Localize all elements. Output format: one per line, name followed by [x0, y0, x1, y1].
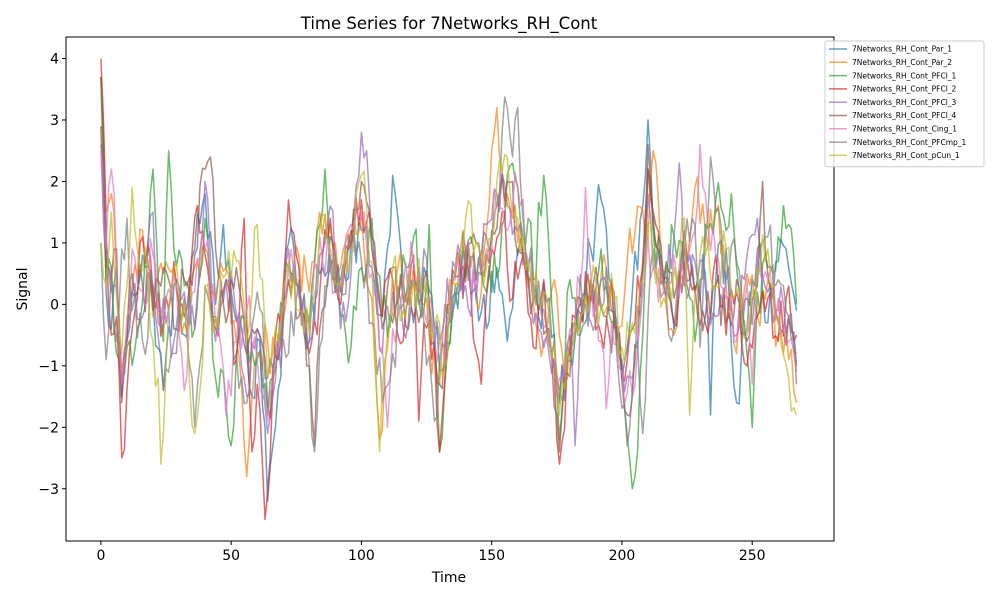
y-tick-label: 1: [50, 236, 59, 252]
x-tick-label: 250: [739, 548, 766, 564]
series-line-3: [100, 76, 798, 490]
legend-entry-label: 7Networks_RH_Cont_PFCl_4: [852, 111, 957, 120]
y-tick-label: 2: [50, 174, 59, 190]
x-tick-label: 100: [348, 548, 375, 564]
series-line-5: [100, 131, 797, 447]
x-axis: 0 50 100 150 200 250: [96, 541, 766, 564]
y-axis-label: Signal: [15, 267, 31, 310]
x-axis-label: Time: [431, 570, 466, 586]
legend-entry-label: 7Networks_RH_Cont_PFCmp_1: [852, 138, 967, 147]
plot-frame: [65, 36, 835, 542]
x-tick-label: 50: [222, 548, 240, 564]
y-tick-label: −3: [38, 482, 59, 498]
y-tick-label: −1: [38, 359, 59, 375]
x-tick-label: 150: [478, 548, 505, 564]
legend-entry-label: 7Networks_RH_Cont_Par_2: [852, 58, 952, 67]
chart-title: Time Series for 7Networks_RH_Cont: [300, 14, 598, 34]
legend-box: [824, 40, 985, 168]
legend-entry-label: 7Networks_RH_Cont_pCun_1: [852, 151, 960, 160]
legend[interactable]: 7Networks_RH_Cont_Par_1 7Networks_RH_Cont…: [824, 40, 985, 168]
y-tick-label: 3: [50, 113, 59, 129]
y-axis: −3 −2 −1 0 1 2 3 4: [38, 52, 66, 498]
y-tick-label: 0: [50, 297, 59, 313]
y-tick-label: −2: [38, 420, 59, 436]
x-tick-label: 0: [96, 548, 105, 564]
x-tick-label: 200: [609, 548, 636, 564]
legend-entry-label: 7Networks_RH_Cont_Cing_1: [852, 125, 957, 134]
legend-entry-label: 7Networks_RH_Cont_PFCl_1: [852, 71, 957, 80]
series-line-9: [100, 153, 798, 465]
legend-entry-label: 7Networks_RH_Cont_Par_1: [852, 45, 952, 54]
plot-area: [100, 58, 798, 521]
legend-entry-label: 7Networks_RH_Cont_PFCl_3: [852, 98, 957, 107]
legend-entry-label: 7Networks_RH_Cont_PFCl_2: [852, 85, 957, 94]
y-tick-label: 4: [50, 52, 59, 68]
